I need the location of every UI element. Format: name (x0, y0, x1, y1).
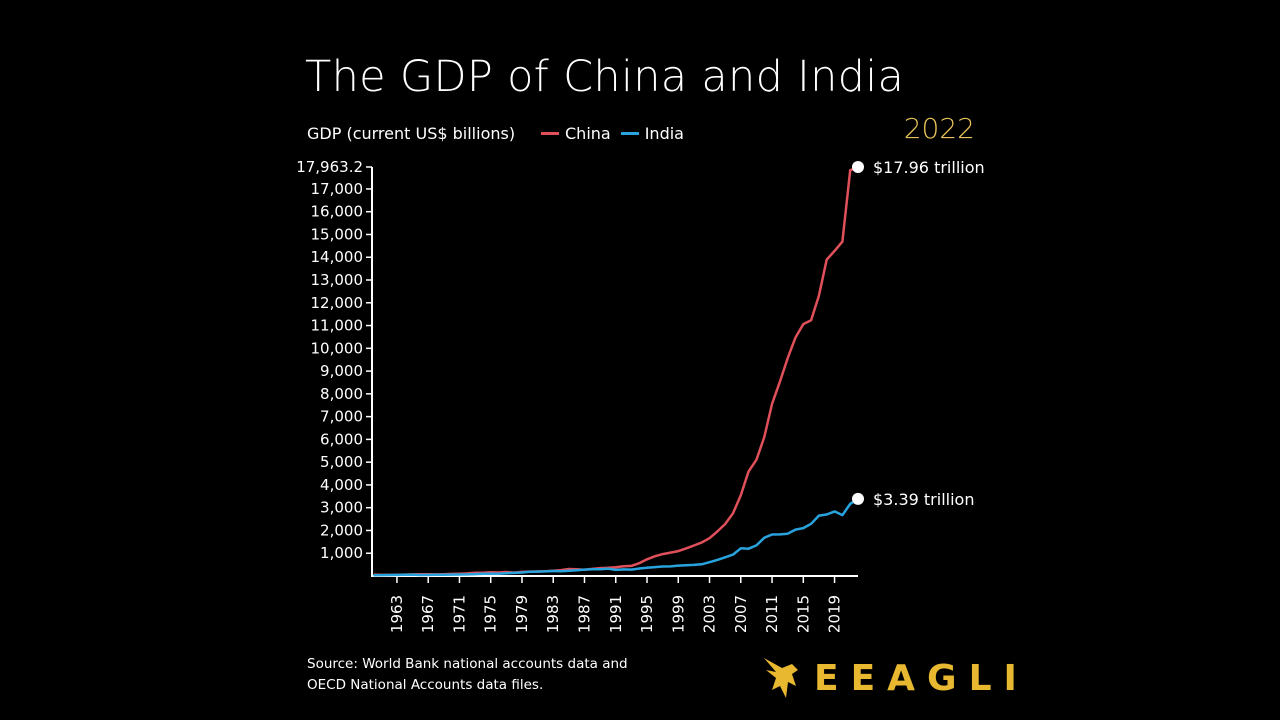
end-point-china (852, 161, 864, 173)
x-tick-label: 2019 (826, 595, 844, 633)
legend-india-swatch (620, 132, 639, 135)
year-label: 2022 (903, 112, 975, 145)
x-tick-label: 1963 (388, 595, 406, 633)
y-tick-label: 9,000 (320, 362, 363, 380)
x-tick-label: 2007 (732, 595, 750, 633)
chart-title: The GDP of China and India (305, 52, 905, 102)
x-tick-label: 1995 (638, 595, 656, 633)
y-tick-label: 15,000 (311, 225, 364, 243)
end-label-india: $3.39 trillion (873, 490, 974, 509)
end-point-india (852, 492, 864, 505)
series-line-china (373, 165, 859, 577)
series-line-india (373, 497, 859, 577)
legend-india: India (620, 124, 684, 143)
y-tick-label: 17,963.2 (296, 158, 363, 176)
y-tick-label: 1,000 (320, 544, 363, 562)
legend-china-swatch (541, 132, 559, 135)
x-tick-label: 1967 (419, 595, 437, 633)
y-tick-label: 12,000 (311, 294, 364, 312)
y-tick-label: 2,000 (320, 521, 363, 539)
source-note: Source: World Bank national accounts dat… (307, 654, 628, 696)
x-tick-label: 1971 (450, 595, 468, 633)
logo-text: EEAGLI (814, 657, 1029, 699)
y-tick-label: 14,000 (311, 248, 364, 266)
y-tick-label: 10,000 (311, 339, 364, 357)
legend-india-label: India (644, 124, 684, 143)
x-tick-label: 1979 (513, 595, 531, 633)
legend: China India (541, 124, 684, 143)
y-tick-label: 4,000 (320, 476, 363, 494)
x-tick-label: 1975 (482, 595, 500, 633)
y-axis-label: GDP (current US$ billions) (307, 124, 516, 143)
x-tick-label: 1999 (669, 595, 687, 633)
source-line-1: Source: World Bank national accounts dat… (307, 656, 628, 672)
x-tick-label: 1991 (607, 595, 625, 633)
eagle-logo-icon (764, 658, 798, 698)
x-tick-label: 2011 (763, 595, 781, 633)
logo: EEAGLI (762, 656, 1029, 700)
end-label-china: $17.96 trillion (873, 158, 985, 177)
x-tick-label: 2003 (701, 595, 719, 633)
y-tick-label: 3,000 (320, 499, 363, 517)
x-tick-label: 2015 (794, 595, 812, 633)
y-tick-label: 11,000 (311, 317, 364, 335)
y-tick-label: 8,000 (320, 385, 363, 403)
y-tick-label: 7,000 (320, 408, 363, 426)
y-tick-label: 16,000 (311, 203, 364, 221)
x-tick-label: 1987 (575, 595, 593, 633)
y-tick-label: 6,000 (320, 430, 363, 448)
y-tick-label: 5,000 (320, 453, 363, 471)
source-line-2: OECD National Accounts data files. (307, 677, 544, 693)
legend-china-label: China (565, 124, 611, 143)
y-tick-label: 13,000 (311, 271, 364, 289)
y-tick-label: 17,000 (311, 180, 364, 198)
legend-china: China (541, 124, 611, 143)
x-tick-label: 1983 (544, 595, 562, 633)
